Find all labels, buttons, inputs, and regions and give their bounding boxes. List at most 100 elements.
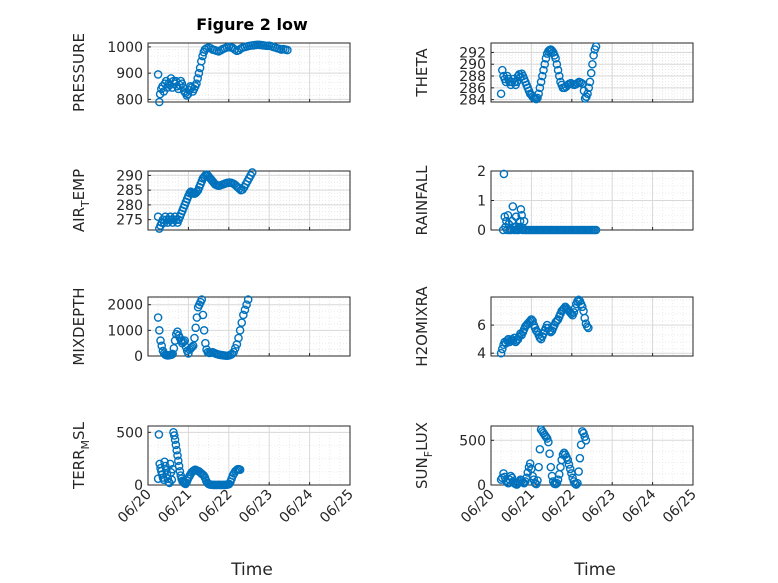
data-point — [547, 46, 557, 55]
data-point — [569, 308, 579, 317]
data-point — [161, 461, 170, 471]
data-point — [173, 456, 183, 466]
data-point — [552, 316, 562, 326]
y-axis-label: H2OMIXRA — [413, 286, 431, 367]
data-point — [198, 310, 208, 320]
subplot-rainfall: 0 1 2 RAINFALL — [413, 164, 694, 239]
data-point — [170, 435, 180, 444]
data-point — [167, 475, 177, 485]
series-h2omixra — [496, 295, 593, 358]
data-point — [591, 225, 601, 235]
y-tick-label: 1000 — [107, 40, 143, 56]
figure-title: Figure 2 low — [196, 15, 308, 34]
data-point — [544, 437, 553, 447]
data-point — [237, 318, 247, 327]
data-point — [197, 295, 207, 304]
y-tick-label: 0 — [477, 478, 486, 494]
data-point — [157, 341, 167, 351]
data-point — [583, 89, 592, 99]
series-theta — [496, 42, 601, 104]
data-point — [581, 436, 591, 445]
y-tick-label: 284 — [459, 93, 486, 109]
data-point — [575, 453, 585, 463]
data-point — [235, 465, 245, 475]
y-tick-label: 2 — [477, 164, 486, 180]
data-point — [534, 462, 543, 472]
y-axis-label: MIXDEPTH — [70, 287, 88, 365]
data-point — [574, 295, 583, 305]
data-point — [546, 462, 556, 472]
data-point — [179, 337, 188, 347]
data-point — [171, 440, 181, 450]
data-point — [165, 459, 175, 469]
y-tick-label: 500 — [116, 425, 143, 441]
y-tick-label: 290 — [116, 168, 143, 184]
y-tick-label: 1 — [477, 194, 486, 210]
subplot-mixdepth: 0 1000 2000 MIXDEPTH — [70, 287, 351, 366]
data-point — [584, 323, 593, 333]
y-tick-label: 288 — [459, 69, 486, 85]
data-point — [197, 57, 206, 66]
data-point — [499, 169, 509, 179]
data-point — [190, 333, 199, 343]
subplot-pressure: 800 900 1000 PRESSURE — [70, 33, 351, 112]
data-point — [580, 94, 590, 103]
data-point — [553, 475, 563, 484]
data-point — [187, 342, 197, 352]
data-point — [517, 476, 527, 485]
data-point — [578, 427, 587, 436]
data-point — [584, 83, 594, 93]
data-point — [573, 478, 582, 488]
y-tick-label: 0 — [134, 349, 143, 365]
data-point — [551, 54, 560, 63]
data-point — [172, 445, 181, 455]
y-tick-label: 6 — [477, 318, 486, 334]
data-point — [192, 79, 201, 88]
data-point — [169, 431, 179, 440]
data-point — [243, 295, 253, 304]
data-point — [247, 168, 257, 177]
data-point — [516, 205, 526, 214]
y-axis-label: PRESSURE — [70, 33, 88, 112]
y-tick-label: 286 — [459, 81, 486, 97]
data-point — [538, 71, 547, 81]
data-point — [506, 471, 516, 481]
data-point — [535, 83, 545, 93]
axes-box — [490, 425, 694, 486]
data-point — [515, 216, 525, 226]
y-tick-label: 900 — [116, 66, 143, 82]
data-point — [160, 457, 169, 467]
data-point — [565, 464, 575, 474]
data-point — [554, 71, 564, 81]
data-point — [580, 313, 590, 323]
data-point — [544, 46, 553, 56]
data-point — [530, 478, 540, 488]
data-point — [589, 51, 598, 60]
data-point — [496, 348, 506, 358]
data-point — [156, 336, 165, 345]
y-axis-label: TERRMSL — [70, 421, 92, 490]
axes-box — [147, 425, 351, 486]
y-tick-label: 1000 — [107, 323, 143, 339]
data-point — [183, 89, 193, 99]
data-point — [242, 300, 251, 309]
data-point — [153, 70, 163, 79]
data-point — [155, 326, 164, 335]
data-point — [552, 59, 562, 69]
data-point — [541, 432, 551, 442]
data-point — [194, 68, 204, 78]
data-point — [191, 323, 200, 333]
y-tick-label: 285 — [116, 183, 143, 199]
axes-box — [147, 296, 351, 357]
data-point — [182, 91, 192, 100]
data-point — [519, 478, 529, 488]
data-point — [234, 333, 243, 343]
data-point — [586, 68, 596, 78]
data-point — [525, 459, 535, 468]
data-point — [192, 187, 202, 196]
y-axis-label: THETA — [413, 48, 431, 98]
